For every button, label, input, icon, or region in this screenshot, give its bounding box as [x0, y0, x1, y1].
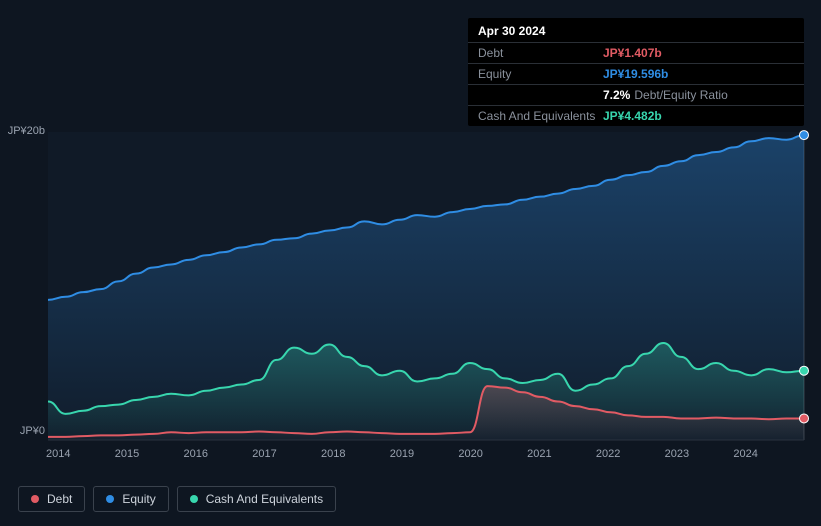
legend-item[interactable]: Cash And Equivalents: [177, 486, 336, 512]
x-axis-label: 2024: [733, 448, 757, 460]
legend-label: Debt: [47, 492, 72, 506]
legend-label: Equity: [122, 492, 155, 506]
x-axis-label: 2021: [527, 448, 551, 460]
legend-dot-icon: [31, 495, 39, 503]
x-axis-label: 2018: [321, 448, 345, 460]
area-chart: [0, 0, 821, 460]
x-axis-label: 2017: [252, 448, 276, 460]
x-axis-label: 2022: [596, 448, 620, 460]
legend-label: Cash And Equivalents: [206, 492, 323, 506]
legend-item[interactable]: Debt: [18, 486, 85, 512]
x-axis-label: 2015: [115, 448, 139, 460]
x-axis-label: 2020: [458, 448, 482, 460]
legend-item[interactable]: Equity: [93, 486, 168, 512]
x-axis-label: 2019: [390, 448, 414, 460]
x-axis-label: 2023: [665, 448, 689, 460]
chart-legend: Debt Equity Cash And Equivalents: [18, 486, 336, 512]
x-axis-label: 2014: [46, 448, 70, 460]
x-axis-label: 2016: [184, 448, 208, 460]
legend-dot-icon: [190, 495, 198, 503]
legend-dot-icon: [106, 495, 114, 503]
